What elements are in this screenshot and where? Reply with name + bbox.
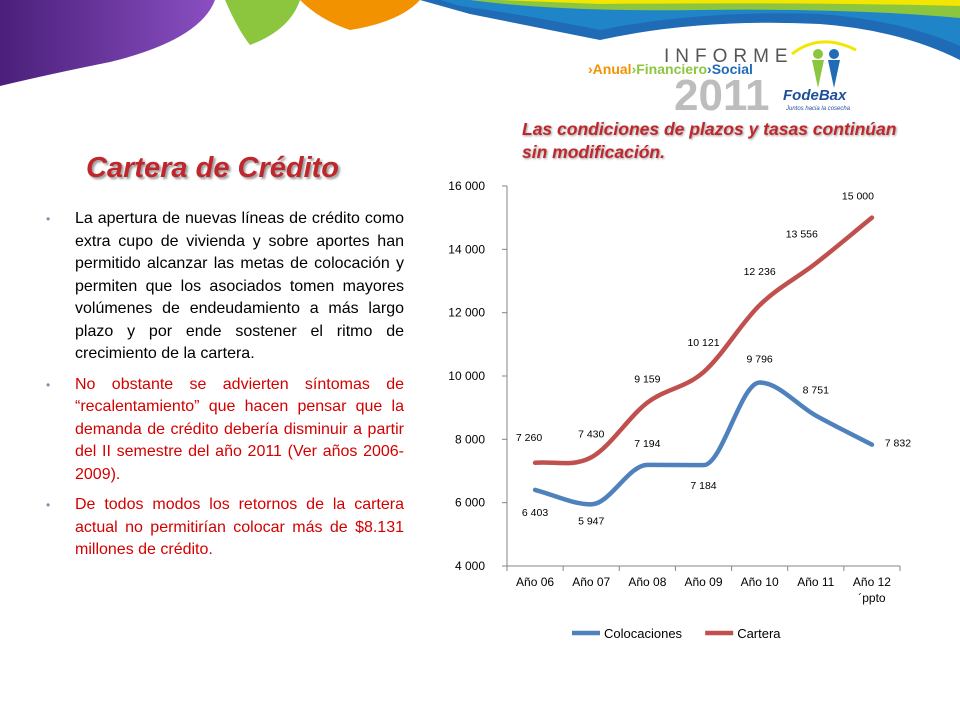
- series-line-cartera: [532, 215, 875, 466]
- chart-series: [532, 215, 875, 507]
- data-label: 9 159: [634, 374, 660, 386]
- y-tick-label: 10 000: [448, 369, 485, 383]
- data-label: 7 260: [516, 432, 542, 444]
- y-tick-label: 6 000: [455, 496, 485, 510]
- bullet-item: • No obstante se advierten síntomas de “…: [44, 374, 404, 487]
- header-banner: INFORME 2011 ›Anual›Financiero›Social Fo…: [0, 0, 960, 120]
- data-label: 9 796: [747, 353, 773, 365]
- informe-word: INFORME: [664, 46, 794, 67]
- data-label: 5 947: [578, 515, 604, 527]
- data-label: 7 184: [690, 480, 716, 492]
- y-tick-label: 12 000: [448, 306, 485, 320]
- data-label: 8 751: [803, 385, 829, 397]
- year-text: 2011: [674, 71, 769, 120]
- x-tick-label: Año 11: [797, 575, 834, 589]
- legend-label: Colocaciones: [604, 626, 683, 641]
- slide-title: Cartera de Crédito: [86, 152, 340, 184]
- bullet-dot-icon: •: [46, 212, 51, 226]
- slide-subtitle: Las condiciones de plazos y tasas contin…: [522, 119, 897, 162]
- y-tick-label: 14 000: [448, 242, 485, 256]
- x-tick-label: Año 07: [572, 575, 610, 589]
- social-word: Social: [712, 61, 753, 77]
- y-tick-label: 8 000: [455, 432, 485, 446]
- bullet-text: No obstante se advierten síntomas de “re…: [75, 375, 404, 483]
- x-tick-label: Año 12 ´ppto: [853, 575, 891, 605]
- series-line-colocaciones: [532, 380, 875, 507]
- x-tick-label: Año 08: [628, 575, 666, 589]
- informe-logo: INFORME 2011 ›Anual›Financiero›Social: [588, 46, 794, 120]
- bullet-list: • La apertura de nuevas líneas de crédit…: [44, 208, 404, 570]
- data-label: 6 403: [522, 507, 548, 519]
- data-label: 10 121: [687, 337, 719, 349]
- data-label: 13 556: [786, 228, 818, 240]
- chart-legend: Colocaciones Cartera: [572, 626, 781, 641]
- banner-decoration: [0, 0, 960, 86]
- bullet-item: • De todos modos los retornos de la cart…: [44, 494, 404, 562]
- line-chart: 4 000 6 000 8 000 10 000 12 000 14 000 16 000 A…: [448, 179, 911, 641]
- bullet-dot-icon: •: [46, 377, 51, 392]
- bullet-dot-icon: •: [46, 498, 51, 512]
- chart-axes: 4 000 6 000 8 000 10 000 12 000 14 000 16 000 A…: [448, 179, 901, 605]
- fodebax-logo: FodeBax Juntos hacia la cosecha: [783, 40, 857, 112]
- y-tick-label: 4 000: [455, 559, 485, 573]
- data-label: 7 194: [634, 438, 660, 450]
- x-tick-label: Año 06: [516, 575, 554, 589]
- bullet-text: De todos modos los retornos de la carter…: [75, 496, 404, 558]
- anual-word: Anual: [593, 61, 632, 77]
- data-label: 15 000: [842, 191, 874, 203]
- svg-text:›Anual›Financiero›Social: ›Anual›Financiero›Social: [588, 61, 753, 77]
- x-tick-label: Año 10: [741, 575, 779, 589]
- fodebax-name: FodeBax: [783, 87, 847, 104]
- bullet-item: • La apertura de nuevas líneas de crédit…: [44, 208, 404, 366]
- data-label: 7 430: [578, 428, 604, 440]
- financiero-word: Financiero: [636, 61, 707, 77]
- legend-label: Cartera: [737, 626, 781, 641]
- bullet-text: La apertura de nuevas líneas de crédito …: [75, 210, 404, 362]
- chart-data-labels: 6 403 5 947 7 194 7 184 9 796 8 751 7 832 7 260…: [516, 191, 911, 528]
- data-label: 7 832: [885, 438, 911, 450]
- data-label: 12 236: [744, 266, 776, 278]
- y-tick-label: 16 000: [448, 179, 485, 193]
- x-tick-label: Año 09: [684, 575, 722, 589]
- fodebax-tagline: Juntos hacia la cosecha: [785, 106, 851, 112]
